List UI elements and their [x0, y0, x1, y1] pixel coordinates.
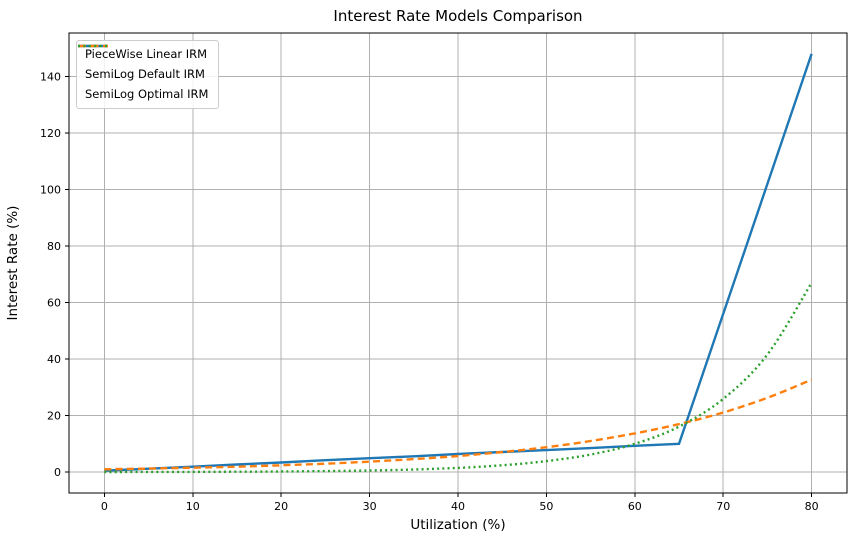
x-axis-label: Utilization (%) — [410, 517, 506, 533]
x-tick-label: 80 — [805, 500, 819, 513]
x-tick-label: 60 — [628, 500, 642, 513]
series-line-2 — [104, 378, 813, 471]
chart-title: Interest Rate Models Comparison — [333, 7, 583, 25]
x-tick-label: 70 — [716, 500, 730, 513]
x-tick-label: 30 — [363, 500, 377, 513]
y-tick-label: 80 — [47, 240, 61, 253]
y-tick-label: 20 — [47, 410, 61, 423]
legend-line-sample — [78, 44, 108, 48]
legend: PieceWise Linear IRM SemiLog Default IRM S… — [76, 40, 220, 109]
legend-label: SemiLog Default IRM — [85, 67, 205, 81]
y-tick-label: 120 — [40, 127, 61, 140]
x-tick-label: 50 — [539, 500, 553, 513]
legend-line-sample — [78, 44, 108, 48]
x-tick-label: 0 — [101, 500, 108, 513]
legend-item-2: SemiLog Default IRM — [78, 44, 208, 82]
x-tick-label: 40 — [451, 500, 465, 513]
y-tick-label: 40 — [47, 353, 61, 366]
series-line-3 — [104, 282, 813, 474]
legend-item-3: SemiLog Optimal IRM — [78, 44, 209, 102]
y-tick-label: 140 — [40, 71, 61, 84]
y-tick-label: 0 — [54, 466, 61, 479]
x-tick-label: 10 — [186, 500, 200, 513]
y-tick-label: 60 — [47, 297, 61, 310]
y-tick-label: 100 — [40, 184, 61, 197]
series-line-1 — [104, 53, 813, 472]
legend-label: SemiLog Optimal IRM — [85, 87, 209, 101]
x-tick-label: 20 — [274, 500, 288, 513]
legend-label: PieceWise Linear IRM — [85, 47, 208, 61]
y-axis-label: Interest Rate (%) — [5, 205, 21, 321]
